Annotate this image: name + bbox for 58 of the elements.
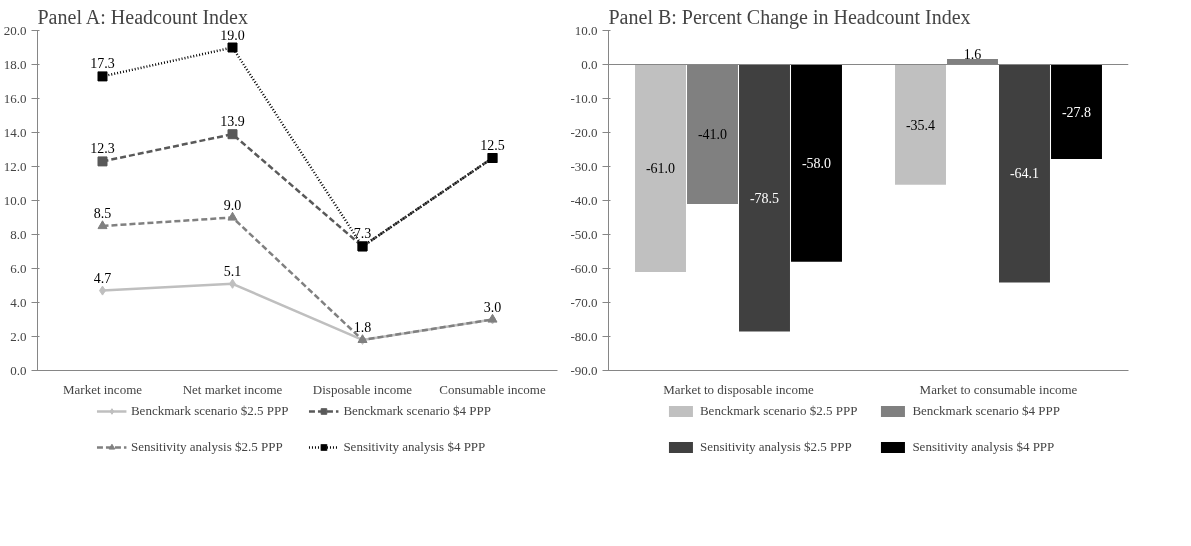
- data-label: 3.0: [483, 299, 502, 315]
- legend-label: Benckmark scenario $2.5 PPP: [130, 403, 289, 419]
- y-tick-label: 2.0: [10, 328, 27, 344]
- y-tick-label: 14.0: [3, 124, 27, 140]
- data-label: 9.0: [223, 197, 242, 213]
- x-tick-label: Market to consumable income: [919, 381, 1078, 397]
- data-label: -41.0: [697, 127, 728, 143]
- legend-label: Benckmark scenario $4 PPP: [343, 403, 492, 419]
- y-tick-label: 10.0: [3, 192, 27, 208]
- data-label: 7.3: [353, 226, 372, 242]
- legend-label: Benckmark scenario $2.5 PPP: [699, 403, 858, 419]
- y-tick-label: -70.0: [570, 294, 598, 310]
- x-tick-label: Consumable income: [439, 381, 546, 397]
- y-tick-label: 18.0: [3, 56, 27, 72]
- legend-label: Benckmark scenario $4 PPP: [912, 403, 1061, 419]
- legend-label: Sensitivity analysis $4 PPP: [912, 439, 1055, 455]
- data-label: 5.1: [223, 263, 242, 279]
- data-label: -61.0: [645, 161, 676, 177]
- legend-label: Sensitivity analysis $2.5 PPP: [130, 439, 283, 455]
- data-label: -64.1: [1009, 166, 1040, 182]
- x-tick-label: Net market income: [182, 381, 283, 397]
- x-tick-label: Market income: [62, 381, 143, 397]
- y-tick-label: 10.0: [574, 22, 598, 38]
- legend-label: Sensitivity analysis $2.5 PPP: [699, 439, 852, 455]
- x-tick-label: Market to disposable income: [663, 381, 814, 397]
- y-tick-label: 4.0: [10, 294, 27, 310]
- y-tick-label: 0.0: [10, 362, 27, 378]
- y-tick-label: -90.0: [570, 362, 598, 378]
- y-tick-label: -10.0: [570, 90, 598, 106]
- data-label: 12.5: [480, 138, 505, 153]
- y-tick-label: -80.0: [570, 328, 598, 344]
- data-label: 17.3: [90, 56, 115, 72]
- y-tick-label: 12.0: [3, 158, 27, 174]
- y-tick-label: -50.0: [570, 226, 598, 242]
- data-label: -27.8: [1061, 104, 1092, 120]
- y-tick-label: 16.0: [3, 90, 27, 106]
- y-tick-label: -40.0: [570, 192, 598, 208]
- x-tick-label: Disposable income: [312, 381, 413, 397]
- y-tick-label: 20.0: [3, 22, 27, 38]
- chart-title: Panel A: Headcount Index: [37, 5, 248, 28]
- y-tick-label: 8.0: [10, 226, 27, 242]
- data-label: 1.8: [353, 319, 372, 335]
- y-tick-label: -20.0: [570, 124, 598, 140]
- y-tick-label: -60.0: [570, 260, 598, 276]
- data-label: 1.6: [963, 47, 982, 63]
- data-label: 13.9: [220, 114, 245, 130]
- data-label: 12.3: [90, 141, 115, 157]
- legend-label: Sensitivity analysis $4 PPP: [343, 439, 486, 455]
- chart-title: Panel B: Percent Change in Headcount Index: [608, 5, 971, 29]
- data-label: 8.5: [93, 206, 112, 221]
- y-tick-label: -30.0: [570, 158, 598, 174]
- y-tick-label: 0.0: [581, 56, 598, 72]
- y-tick-label: 6.0: [10, 260, 27, 276]
- data-label: -78.5: [749, 190, 780, 206]
- data-label: -35.4: [905, 117, 936, 133]
- data-label: 19.0: [220, 27, 245, 43]
- data-label: 4.7: [93, 270, 112, 286]
- data-label: -58.0: [801, 156, 832, 172]
